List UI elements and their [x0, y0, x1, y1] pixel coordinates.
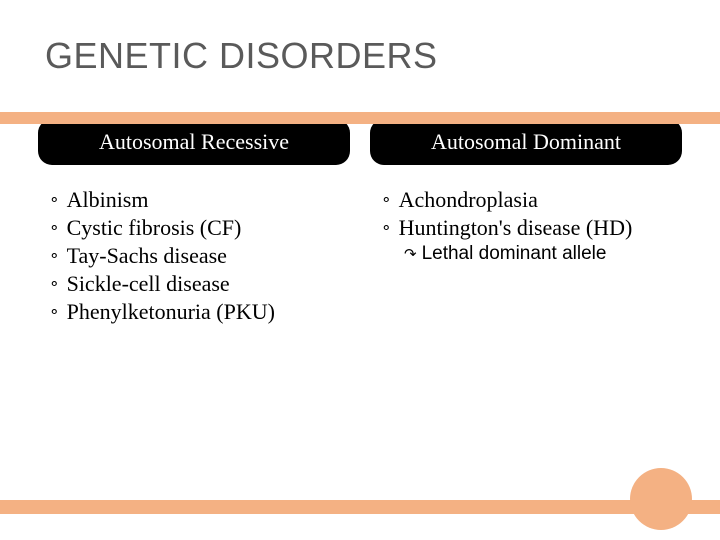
header-recessive: Autosomal Recessive [38, 119, 350, 165]
page-title: GENETIC DISORDERS [0, 0, 720, 77]
subitem-text: Lethal dominant allele [422, 243, 607, 265]
list-item: ⚬ Albinism [48, 187, 350, 213]
header-dominant: Autosomal Dominant [370, 119, 682, 165]
circle-bullet-icon: ⚬ [48, 247, 61, 265]
list-item: ⚬ Sickle-cell disease [48, 271, 350, 297]
circle-bullet-icon: ⚬ [48, 303, 61, 321]
list-item: ⚬ Huntington's disease (HD) [380, 215, 682, 241]
accent-bar-bottom [0, 500, 720, 514]
sub-list-item: ↷ Lethal dominant allele [404, 243, 682, 265]
item-text: Tay-Sachs disease [67, 243, 227, 269]
content-area: Autosomal Recessive ⚬ Albinism ⚬ Cystic … [0, 105, 720, 327]
accent-circle-icon [630, 468, 692, 530]
item-text: Phenylketonuria (PKU) [67, 299, 275, 325]
accent-bar-top [0, 112, 720, 124]
arrow-bullet-icon: ↷ [404, 245, 417, 263]
circle-bullet-icon: ⚬ [380, 191, 393, 209]
item-text: Huntington's disease (HD) [399, 215, 633, 241]
item-text: Cystic fibrosis (CF) [67, 215, 242, 241]
list-item: ⚬ Cystic fibrosis (CF) [48, 215, 350, 241]
circle-bullet-icon: ⚬ [48, 219, 61, 237]
item-text: Achondroplasia [399, 187, 538, 213]
item-text: Sickle-cell disease [67, 271, 230, 297]
slide-container: GENETIC DISORDERS Autosomal Recessive ⚬ … [0, 0, 720, 540]
circle-bullet-icon: ⚬ [48, 191, 61, 209]
item-text: Albinism [67, 187, 149, 213]
list-item: ⚬ Achondroplasia [380, 187, 682, 213]
list-item: ⚬ Phenylketonuria (PKU) [48, 299, 350, 325]
circle-bullet-icon: ⚬ [48, 275, 61, 293]
column-right: Autosomal Dominant ⚬ Achondroplasia ⚬ Hu… [370, 119, 682, 327]
list-item: ⚬ Tay-Sachs disease [48, 243, 350, 269]
column-left: Autosomal Recessive ⚬ Albinism ⚬ Cystic … [38, 119, 350, 327]
circle-bullet-icon: ⚬ [380, 219, 393, 237]
